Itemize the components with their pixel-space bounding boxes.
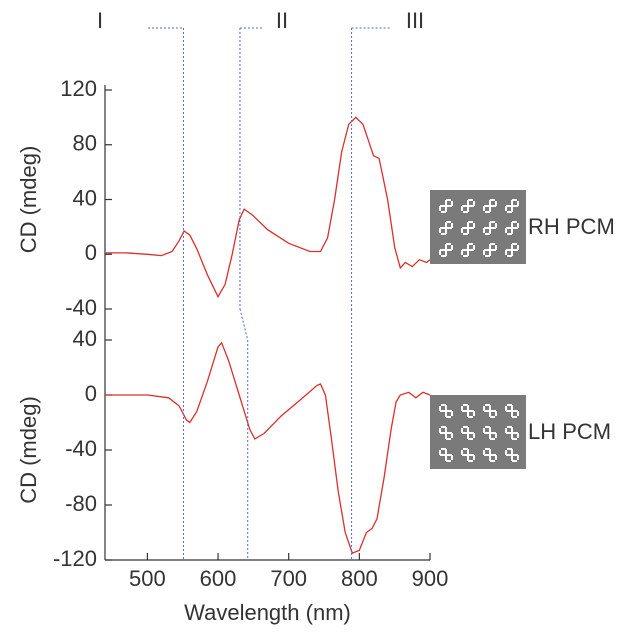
y-tick-label: 80 [73,131,97,156]
x-axis-label: Wavelength (nm) [184,600,351,625]
annotation-label: III [406,8,424,33]
legend-label: RH PCM [528,214,615,239]
data-line [105,117,430,296]
annotation-label: I [97,8,103,33]
y-tick-label: 0 [85,240,97,265]
annotation-line [240,28,248,560]
chart: -40 0 40 80 120 CD (mdeg) RH PCM -120 -80 -40 0 40 C… [0,0,631,632]
x-tick-label: 600 [200,566,237,591]
annotation-label: II [276,8,288,33]
y-tick-label: 120 [60,76,97,101]
legend-label: LH PCM [528,419,611,444]
y-tick-label: -40 [65,436,97,461]
data-line [105,343,430,553]
x-tick-label: 500 [129,566,166,591]
y-tick-label: 40 [73,185,97,210]
y-tick-label: -80 [65,491,97,516]
y-tick-label: 40 [73,326,97,351]
y-axis-label: CD (mdeg) [16,396,41,504]
y-tick-label: -120 [53,546,97,571]
structure-inset [430,395,526,469]
y-tick-label: 0 [85,381,97,406]
y-axis-label: CD (mdeg) [16,146,41,254]
x-tick-label: 800 [341,566,378,591]
y-tick-label: -40 [65,295,97,320]
structure-inset [430,190,526,264]
x-tick-label: 900 [412,566,449,591]
x-tick-label: 700 [270,566,307,591]
